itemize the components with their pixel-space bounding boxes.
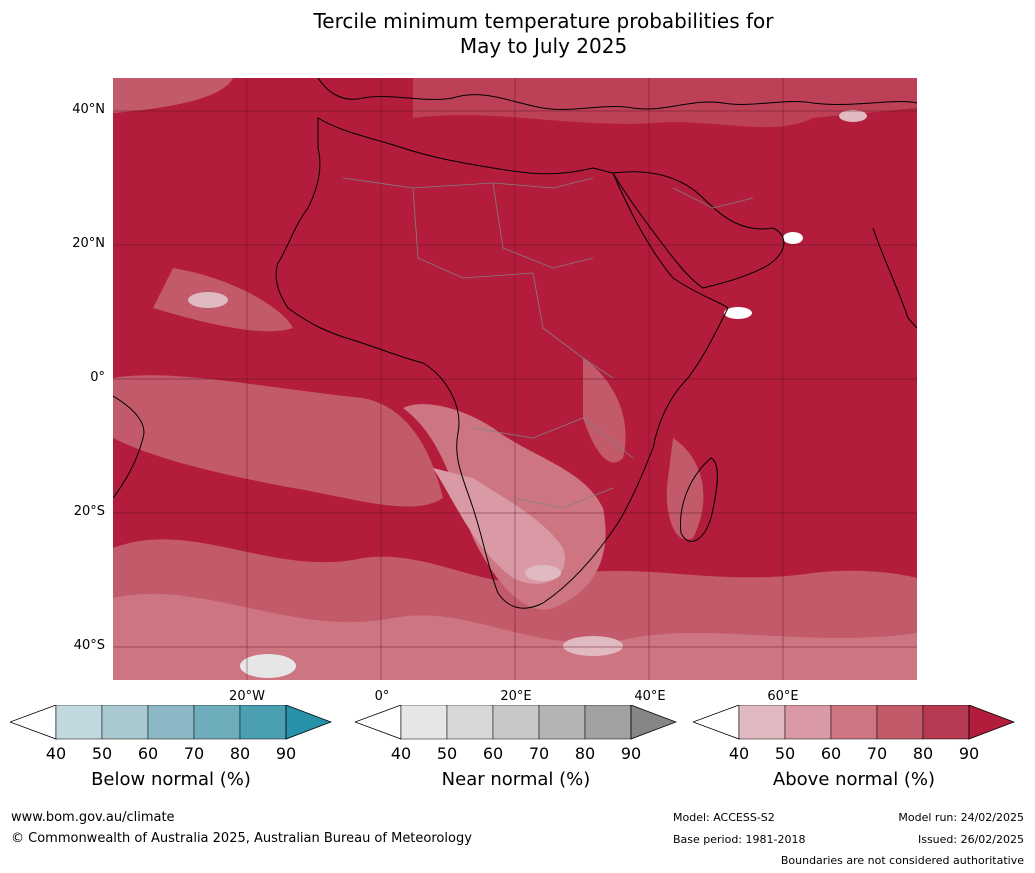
footer-copyright: © Commonwealth of Australia 2025, Austra… [11, 831, 472, 846]
cbar-below-seg-1 [55, 705, 103, 740]
cbar-above-label: Above normal (%) [772, 769, 936, 790]
title-line-2: May to July 2025 [459, 34, 628, 58]
border-3 [492, 182, 594, 269]
cbar-below-seg-3 [147, 705, 195, 740]
cbar-near-label: Near normal (%) [441, 769, 591, 790]
lon-label-60e: 60°E [767, 689, 799, 704]
cbar-below-seg-2 [101, 705, 149, 740]
cbar-above-seg-2 [784, 705, 832, 740]
patch-east-africa [583, 358, 626, 463]
cbar-below-seg-5 [239, 705, 287, 740]
cbar-near-tick: 50 [436, 744, 458, 763]
border-4 [532, 272, 614, 379]
cbar-above-seg-5 [922, 705, 970, 740]
cbar-below-tick: 90 [275, 744, 297, 763]
cbar-above-tick: 70 [866, 744, 888, 763]
footer-website: www.bom.gov.au/climate [11, 810, 175, 825]
cbar-above-tick: 60 [820, 744, 842, 763]
title-line-1: Tercile minimum temperature probabilitie… [313, 9, 774, 33]
coastlines [113, 78, 917, 609]
graticule [113, 78, 917, 680]
cbar-above-seg-1 [738, 705, 786, 740]
colorbar-near-svg [355, 705, 677, 740]
footer-model: Model: ACCESS-S2 [673, 811, 775, 824]
lon-label-40e: 40°E [634, 689, 666, 704]
border-6 [512, 487, 614, 509]
cbar-near-seg-1 [400, 705, 448, 740]
lon-label-20e: 20°E [500, 689, 532, 704]
spot-2 [563, 636, 623, 656]
spot-6 [783, 232, 803, 244]
arabia-coast [612, 171, 785, 289]
lat-label-0: 0° [90, 370, 105, 385]
lat-label-20n: 20°N [72, 236, 105, 251]
cbar-below-label: Below normal (%) [91, 769, 251, 790]
cbar-above-max [968, 705, 1015, 740]
border-5 [472, 417, 634, 459]
cbar-near-tick: 90 [620, 744, 642, 763]
madagascar-coast [679, 457, 718, 542]
lat-label-40n: 40°N [72, 102, 105, 117]
cbar-below-tick: 60 [137, 744, 159, 763]
cbar-below-max [285, 705, 332, 740]
cbar-near-tick: 60 [482, 744, 504, 763]
patch-atlantic [113, 375, 443, 507]
cbar-near-min [355, 705, 402, 740]
cbar-above-tick: 90 [958, 744, 980, 763]
cbar-above-tick: 40 [728, 744, 750, 763]
colorbar-below-normal [10, 705, 332, 743]
cbar-below-seg-4 [193, 705, 241, 740]
footer-model-run: Model run: 24/02/2025 [898, 811, 1024, 824]
brazil-coast [113, 395, 145, 499]
border-7 [672, 187, 754, 209]
patch-sw-africa-2 [433, 468, 565, 584]
chart-title: Tercile minimum temperature probabilitie… [0, 9, 1035, 59]
cbar-near-tick: 70 [528, 744, 550, 763]
spot-3 [525, 565, 561, 581]
cbar-below-tick: 50 [91, 744, 113, 763]
cbar-above-tick: 50 [774, 744, 796, 763]
border-2 [412, 187, 534, 279]
country-borders [342, 177, 754, 509]
cbar-above-tick: 80 [912, 744, 934, 763]
footer-base-period: Base period: 1981-2018 [673, 833, 806, 846]
cbar-below-tick: 80 [229, 744, 251, 763]
colorbar-above-normal [693, 705, 1015, 743]
cbar-below-tick: 70 [183, 744, 205, 763]
cbar-near-seg-4 [538, 705, 586, 740]
patch-north-tip [113, 78, 233, 113]
cbar-below-min [10, 705, 57, 740]
cbar-near-seg-2 [446, 705, 494, 740]
cbar-above-seg-4 [876, 705, 924, 740]
lat-label-40s: 40°S [73, 638, 105, 653]
colorbar-near-normal [355, 705, 677, 743]
europe-coast [317, 78, 917, 110]
spot-5 [724, 307, 752, 319]
cbar-near-tick: 40 [390, 744, 412, 763]
footer-issued: Issued: 26/02/2025 [917, 833, 1024, 846]
light-spots [188, 110, 867, 678]
patch-north-sea [413, 78, 917, 128]
africa-coast [275, 117, 729, 609]
spot-1 [240, 654, 296, 678]
footer-disclaimer: Boundaries are not considered authoritat… [780, 854, 1024, 867]
cbar-below-tick: 40 [45, 744, 67, 763]
lon-label-20w: 20°W [229, 689, 265, 704]
colorbar-above-svg [693, 705, 1015, 740]
lon-label-0: 0° [374, 689, 390, 704]
probability-map [113, 78, 917, 680]
cbar-near-seg-5 [584, 705, 632, 740]
patch-madagascar-sea [666, 438, 704, 540]
lat-label-20s: 20°S [73, 504, 105, 519]
cbar-near-tick: 80 [574, 744, 596, 763]
colorbar-below-svg [10, 705, 332, 740]
cbar-above-min [693, 705, 740, 740]
spot-7 [839, 110, 867, 122]
spot-4 [188, 292, 228, 308]
cbar-near-max [630, 705, 677, 740]
india-coast [872, 227, 917, 329]
cbar-above-seg-3 [830, 705, 878, 740]
cbar-near-seg-3 [492, 705, 540, 740]
